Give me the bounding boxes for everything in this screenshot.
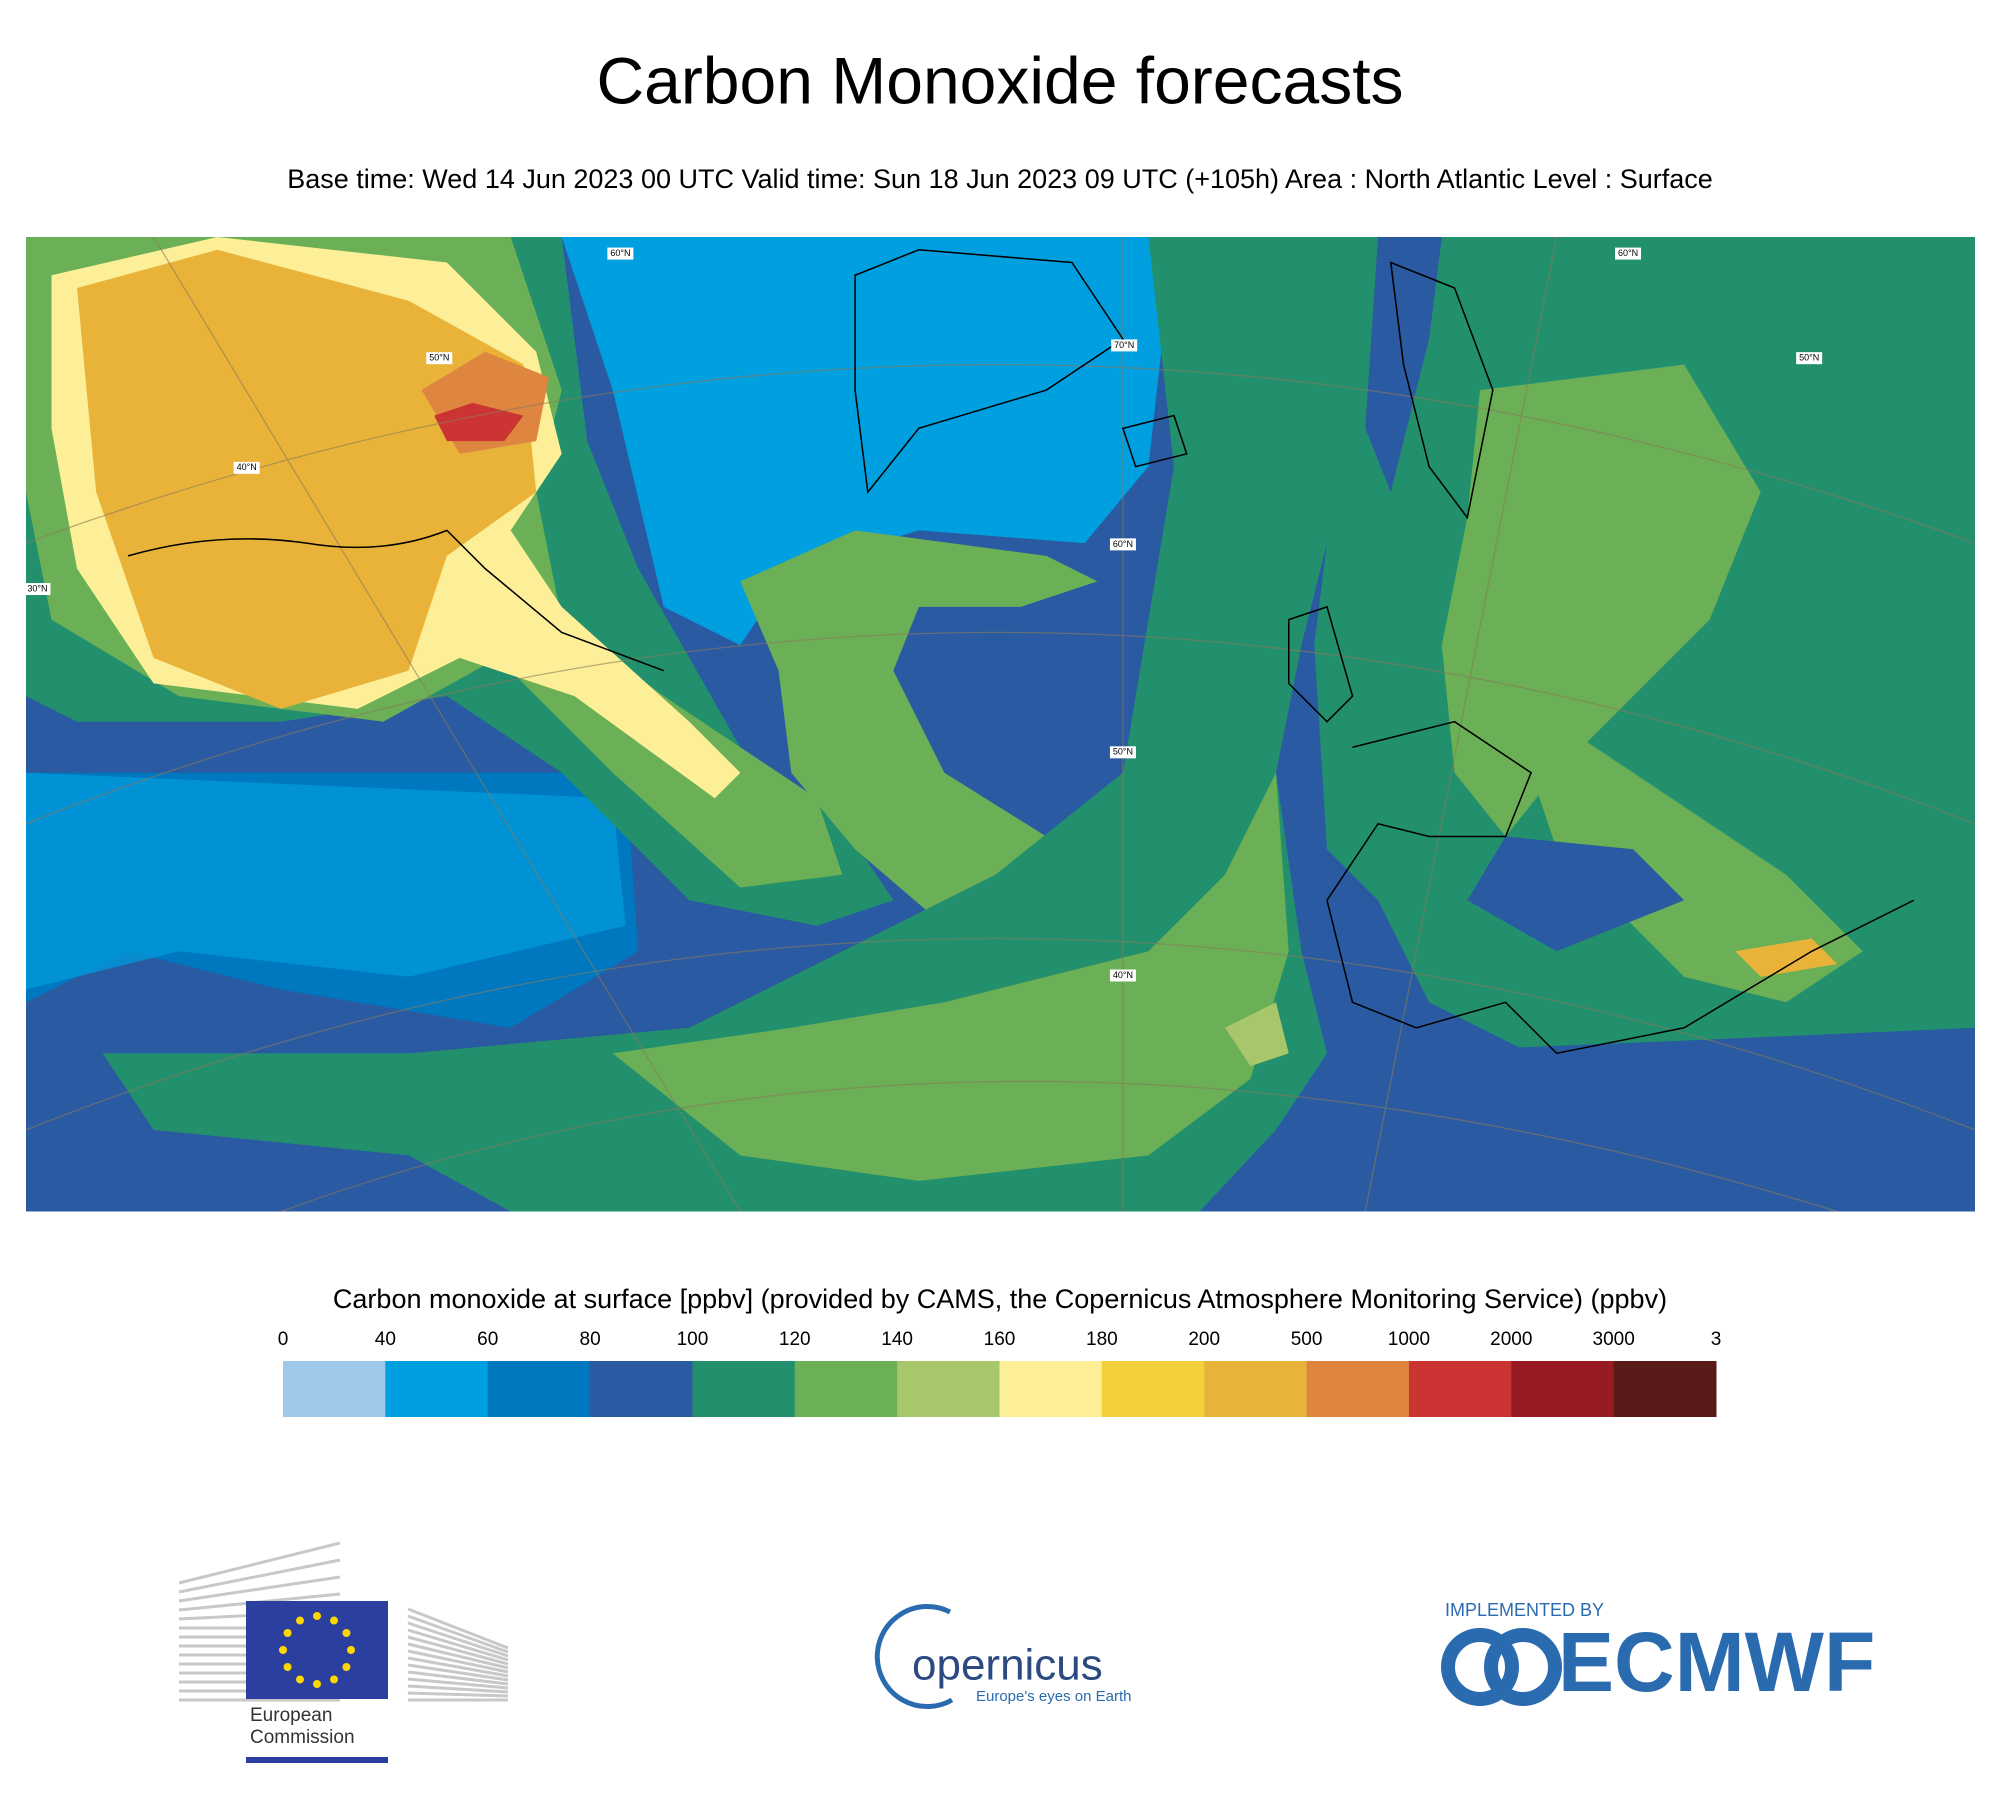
colorbar-bin	[1101, 1361, 1205, 1417]
colorbar-tick-label: 100	[677, 1329, 709, 1350]
eu-star	[342, 1663, 351, 1671]
eu-star	[342, 1629, 351, 1637]
eu-building-line	[407, 1607, 509, 1650]
label-box	[1796, 352, 1823, 365]
colorbar-tick-label: 1000	[1388, 1329, 1430, 1350]
eu-building-line	[407, 1628, 509, 1662]
graticule-label: 60°N	[1618, 248, 1638, 258]
colorbar-bin	[1306, 1361, 1410, 1417]
label-box	[233, 461, 260, 474]
colorbar-bin	[1204, 1361, 1308, 1417]
graticule-label: 50°N	[1799, 353, 1819, 363]
eu-star	[283, 1629, 292, 1637]
eu-building-line	[407, 1635, 509, 1666]
eu-star	[279, 1646, 287, 1654]
eu-building-line	[407, 1656, 509, 1678]
colorbar-tick-label: 500	[1291, 1329, 1323, 1350]
label-box	[1109, 538, 1136, 551]
graticule-labels: 60°N 50°N 40°N 30°N 70°N 60°N 50°N 40°N 60°N 50°N	[24, 247, 1823, 982]
eu-star	[283, 1663, 292, 1671]
label-box	[607, 247, 634, 260]
eu-building-line	[407, 1621, 509, 1658]
colorbar-tick-label: 0	[278, 1329, 289, 1350]
colorbar-bin	[999, 1361, 1103, 1417]
graticule-label: 40°N	[237, 462, 257, 472]
colorbar-bin	[385, 1361, 489, 1417]
subtitle: Base time: Wed 14 Jun 2023 00 UTC Valid …	[287, 164, 1713, 194]
eu-star	[296, 1675, 304, 1684]
colorbar-title: Carbon monoxide at surface [ppbv] (provi…	[333, 1284, 1667, 1314]
colorbar-bin	[1511, 1361, 1615, 1417]
copernicus-logo: opernicus Europe's eyes on Earth	[874, 1604, 1131, 1709]
colorbar-tick-label: 3000	[1593, 1329, 1635, 1350]
ecmwf-pre: IMPLEMENTED BY	[1445, 1600, 1604, 1620]
eu-building-line	[407, 1684, 509, 1694]
colorbar-bin	[692, 1361, 796, 1417]
graticule-label: 50°N	[1113, 747, 1133, 757]
label-box	[1111, 339, 1138, 352]
colorbar-bin	[1613, 1361, 1717, 1417]
label-box	[24, 583, 51, 596]
colorbar-tick-label: 3	[1711, 1329, 1722, 1350]
colorbar-bin	[487, 1361, 591, 1417]
eu-star	[313, 1680, 321, 1688]
eu-text: Commission	[250, 1727, 355, 1748]
colorbar-tick-label: 160	[984, 1329, 1016, 1350]
copernicus-tagline: Europe's eyes on Earth	[976, 1688, 1131, 1705]
eu-star	[330, 1616, 338, 1625]
graticule-label: 60°N	[1113, 539, 1133, 549]
label-box	[1109, 746, 1136, 759]
graticule-label: 30°N	[27, 583, 47, 593]
copernicus-text: opernicus	[912, 1641, 1103, 1690]
eu-star	[347, 1646, 355, 1654]
eu-building-line	[407, 1663, 509, 1682]
label-box	[426, 352, 453, 365]
eu-building-line	[178, 1575, 341, 1603]
colorbar-tick-label: 180	[1086, 1329, 1118, 1350]
colorbar-bin	[590, 1361, 693, 1417]
eu-star	[296, 1616, 304, 1625]
eu-star	[330, 1675, 338, 1684]
graticule-label: 60°N	[610, 248, 630, 258]
label-box	[1109, 969, 1136, 982]
eu-building-line	[178, 1541, 341, 1585]
colorbar-tick-label: 40	[375, 1329, 396, 1350]
colorbar-bin	[1408, 1361, 1512, 1417]
eu-building-line	[407, 1614, 509, 1654]
graticule-label: 50°N	[429, 353, 449, 363]
colorbar-tick-label: 140	[881, 1329, 913, 1350]
colorbar-bin	[794, 1361, 898, 1417]
graticule-label: 40°N	[1113, 970, 1133, 980]
colorbar-tick-label: 120	[779, 1329, 811, 1350]
colorbar-bin	[897, 1361, 1000, 1417]
eu-building-line	[407, 1677, 509, 1690]
ecmwf-text: ECMWF	[1558, 1615, 1875, 1709]
eu-building-line	[407, 1670, 509, 1686]
colorbar-tick-label: 200	[1188, 1329, 1220, 1350]
eu-building-line	[178, 1558, 341, 1594]
colorbar: 0 40 60 80 100 120 140 160 180 200 500 1000 2000 3000…	[278, 1329, 1722, 1417]
eu-logo: European Commission	[178, 1541, 509, 1763]
colorbar-tick-label: 80	[580, 1329, 601, 1350]
eu-star	[313, 1612, 321, 1620]
ecmwf-logo: IMPLEMENTED BY ECMWF	[1441, 1600, 1875, 1709]
eu-text: European	[250, 1705, 332, 1726]
colorbar-bin	[283, 1361, 386, 1417]
eu-building-line	[407, 1691, 509, 1698]
graticule-label: 70°N	[1114, 340, 1134, 350]
eu-building-line	[407, 1642, 509, 1670]
map	[26, 237, 1975, 1212]
eu-building-line	[407, 1649, 509, 1674]
label-box	[1615, 247, 1642, 260]
title: Carbon Monoxide forecasts	[596, 43, 1403, 117]
colorbar-tick-label: 2000	[1490, 1329, 1532, 1350]
colorbar-tick-label: 60	[477, 1329, 498, 1350]
